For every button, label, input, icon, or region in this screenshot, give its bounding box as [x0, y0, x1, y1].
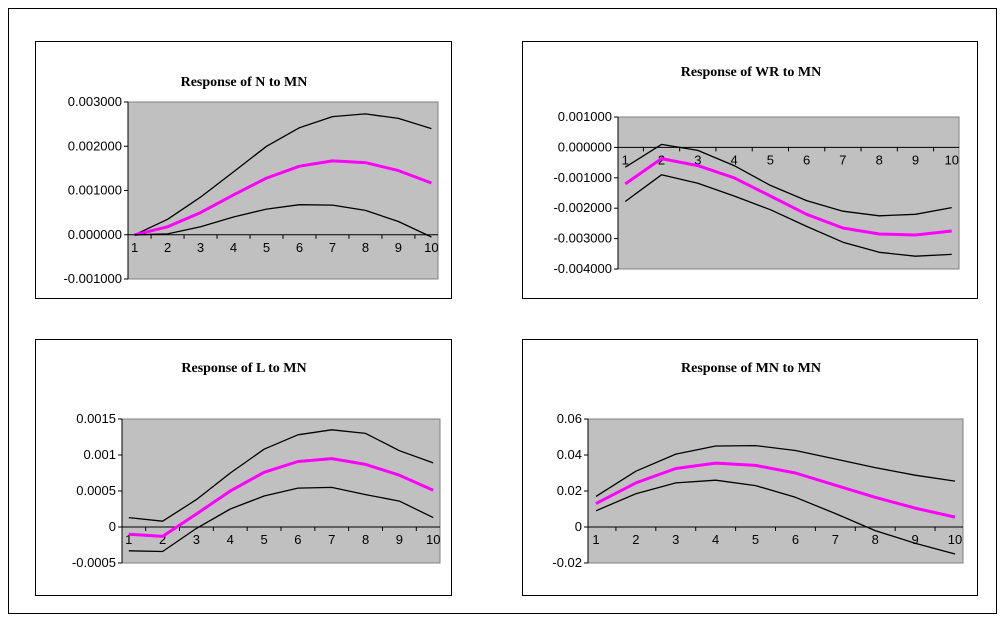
series-line-lower: [595, 479, 956, 555]
series-line-lower: [624, 174, 952, 257]
chart-svg-mn: Response of MN to MN 0.06 0.04 0.02 0 -0.02 1…: [552, 361, 964, 570]
y-tick-label: 0.0015: [76, 411, 116, 426]
x-tick-label: 5: [260, 532, 267, 547]
chart-panel-l: Response of L to MN 0.0015 0.001 0.0005 0 -0…: [35, 339, 452, 596]
y-tick-label: 0.001: [83, 447, 116, 462]
x-tick-label: 7: [329, 240, 336, 255]
chart-title: Response of L to MN: [181, 361, 306, 376]
y-tick-label: -0.001000: [63, 271, 122, 286]
x-tick-label: 10: [948, 532, 962, 547]
y-tick-label: 0.02: [557, 483, 582, 498]
chart-panel-wr: Response of WR to MN 0.001000 0.000000 -0.…: [522, 41, 978, 299]
series-line-response: [595, 461, 956, 519]
x-tick-label: 4: [712, 532, 719, 547]
y-tick-label: 0.003000: [68, 94, 122, 109]
series-line-response: [134, 159, 432, 237]
x-tick-label: 5: [767, 152, 774, 167]
x-tick-label: 2: [164, 240, 171, 255]
x-tick-label: 6: [803, 152, 810, 167]
series-line-upper: [595, 444, 956, 497]
y-tick-label: 0.001000: [68, 183, 122, 198]
chart-svg-l: Response of L to MN 0.0015 0.001 0.0005 0 -0…: [72, 361, 441, 570]
x-tick-label: 7: [328, 532, 335, 547]
chart-panel-mn: Response of MN to MN 0.06 0.04 0.02 0 -0.02 1…: [522, 339, 978, 596]
x-tick-label: 10: [945, 152, 959, 167]
y-tick-label: 0.001000: [558, 109, 612, 124]
y-tick-label: -0.02: [552, 555, 582, 570]
x-tick-label: 2: [159, 532, 166, 547]
x-tick-label: 9: [396, 532, 403, 547]
x-tick-label: 1: [592, 532, 599, 547]
x-tick-label: 4: [230, 240, 237, 255]
chart-svg-wr: Response of WR to MN 0.001000 0.000000 -0.…: [553, 65, 960, 276]
x-tick-label: 9: [912, 152, 919, 167]
x-tick-label: 3: [672, 532, 679, 547]
x-tick-label: 8: [362, 240, 369, 255]
y-tick-label: -0.0005: [72, 555, 116, 570]
x-tick-label: 2: [632, 532, 639, 547]
x-tick-label: 1: [131, 240, 138, 255]
x-tick-label: 7: [839, 152, 846, 167]
y-tick-label: 0: [109, 519, 116, 534]
x-tick-label: 9: [912, 532, 919, 547]
x-tick-label: 4: [730, 152, 737, 167]
x-tick-label: 10: [426, 532, 440, 547]
x-tick-label: 10: [424, 240, 438, 255]
x-tick-label: 6: [296, 240, 303, 255]
x-tick-label: 8: [872, 532, 879, 547]
x-tick-label: 6: [792, 532, 799, 547]
y-tick-label: 0.0005: [76, 483, 116, 498]
x-tick-label: 8: [876, 152, 883, 167]
plot-area: [127, 101, 439, 280]
plot-area: [121, 418, 441, 564]
series-line-lower: [134, 204, 432, 238]
chart-title: Response of WR to MN: [681, 65, 822, 80]
x-tick-label: 9: [395, 240, 402, 255]
y-tick-label: -0.002000: [553, 200, 612, 215]
y-tick-label: 0.06: [557, 411, 582, 426]
x-tick-label: 6: [294, 532, 301, 547]
x-tick-label: 3: [193, 532, 200, 547]
x-tick-label: 1: [622, 152, 629, 167]
series-line-response: [128, 457, 434, 538]
x-tick-label: 7: [832, 532, 839, 547]
x-tick-label: 5: [752, 532, 759, 547]
x-tick-label: 1: [125, 532, 132, 547]
series-line-lower: [128, 486, 434, 553]
x-tick-label: 5: [263, 240, 270, 255]
y-tick-label: -0.004000: [553, 261, 612, 276]
chart-title: Response of N to MN: [181, 75, 308, 90]
series-line-upper: [128, 429, 434, 522]
x-tick-label: 8: [362, 532, 369, 547]
x-tick-label: 3: [694, 152, 701, 167]
x-tick-label: 3: [197, 240, 204, 255]
y-tick-label: -0.001000: [553, 170, 612, 185]
y-tick-label: 0.04: [557, 447, 582, 462]
figure-frame: Response of N to MN 0.003000 0.002000 0.00…: [8, 8, 997, 614]
chart-panel-n: Response of N to MN 0.003000 0.002000 0.00…: [35, 41, 452, 299]
y-tick-label: 0.000000: [68, 227, 122, 242]
chart-svg-n: Response of N to MN 0.003000 0.002000 0.00…: [63, 75, 439, 286]
series-line-response: [624, 157, 952, 237]
chart-title: Response of MN to MN: [681, 361, 821, 376]
y-tick-label: 0.002000: [68, 138, 122, 153]
y-tick-label: 0.000000: [558, 139, 612, 154]
y-tick-label: 0: [575, 519, 582, 534]
series-line-upper: [624, 143, 952, 217]
y-tick-label: -0.003000: [553, 231, 612, 246]
x-tick-label: 4: [227, 532, 234, 547]
series-line-upper: [134, 113, 432, 236]
